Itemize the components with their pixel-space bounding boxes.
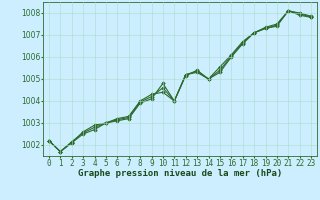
X-axis label: Graphe pression niveau de la mer (hPa): Graphe pression niveau de la mer (hPa) [78,169,282,178]
